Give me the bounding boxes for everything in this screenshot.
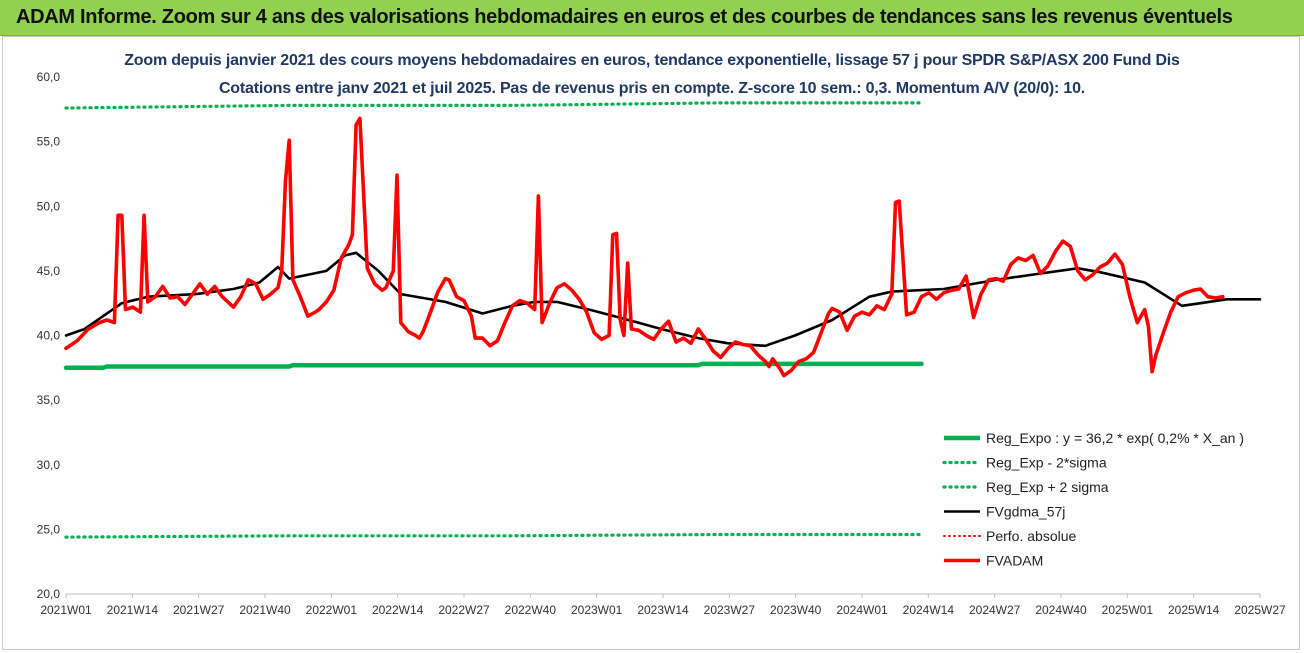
x-tick-label: 2022W01 [306,603,358,617]
banner-title: ADAM Informe. Zoom sur 4 ans des valoris… [16,6,1233,28]
series-lines [63,101,1262,539]
y-tick-label: 60,0 [37,70,61,84]
report-banner: ADAM Informe. Zoom sur 4 ans des valoris… [0,0,1304,36]
x-tick-label: 2023W14 [637,603,689,617]
x-tick-label: 2024W14 [903,603,955,617]
y-axis-ticks: 20,0 25,0 30,0 35,0 40,0 45,0 50,0 55,0 60,0 [37,70,61,601]
chart-panel [2,36,1300,650]
x-axis-ticks: 2021W01 2021W14 2021W27 2021W40 2022W01 2022W… [40,594,1286,617]
y-tick-label: 45,0 [37,264,61,278]
series-line-fvgdma [64,251,1262,348]
chart-title: Zoom depuis janvier 2021 des cours moyen… [124,52,1180,69]
x-tick-label: 2021W01 [40,603,92,617]
x-tick-label: 2023W01 [571,603,623,617]
legend-label-regexpo: Reg_Expo : y = 36,2 * exp( 0,2% * X_an ) [986,430,1244,446]
y-tick-label: 35,0 [37,393,61,407]
x-tick-label: 2024W40 [1035,603,1087,617]
y-tick-label: 20,0 [37,587,61,601]
legend-label-fvgdma: FVgdma_57j [986,504,1065,520]
series-line-sigma-high [64,101,924,110]
x-tick-label: 2023W40 [770,603,822,617]
x-tick-label: 2024W27 [969,603,1021,617]
legend: Reg_Expo : y = 36,2 * exp( 0,2% * X_an )… [942,430,1244,569]
x-tick-label: 2025W27 [1234,603,1286,617]
legend-label-sigma-high: Reg_Exp + 2 sigma [986,479,1109,495]
series-line-regexpo [63,361,924,371]
y-tick-label: 50,0 [37,199,61,213]
legend-label-sigma-low: Reg_Exp - 2*sigma [986,455,1107,471]
x-tick-label: 2025W14 [1168,603,1220,617]
x-tick-label: 2022W27 [438,603,490,617]
x-tick-label: 2024W01 [836,603,888,617]
y-tick-label: 55,0 [37,135,61,149]
x-tick-label: 2025W01 [1102,603,1154,617]
legend-label-perfo: Perfo. absolue [986,528,1076,544]
series-line-sigma-low [64,532,924,539]
y-tick-label: 25,0 [37,522,61,536]
x-tick-label: 2022W14 [372,603,424,617]
x-tick-label: 2022W40 [505,603,557,617]
series-line-fvadam [64,116,1225,378]
x-tick-label: 2021W14 [107,603,159,617]
y-tick-label: 40,0 [37,329,61,343]
x-tick-label: 2021W40 [239,603,291,617]
chart-subtitle: Cotations entre janv 2021 et juil 2025. … [218,80,1086,97]
x-tick-label: 2023W27 [704,603,756,617]
x-tick-label: 2021W27 [173,603,225,617]
y-tick-label: 30,0 [37,458,61,472]
legend-label-fvadam: FVADAM [986,553,1043,569]
